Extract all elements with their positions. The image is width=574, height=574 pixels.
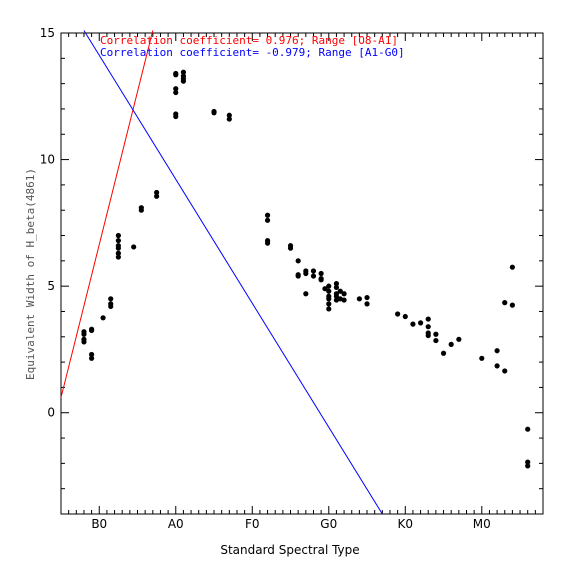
- data-point: [494, 348, 500, 354]
- data-point: [295, 258, 301, 264]
- data-point: [364, 294, 370, 301]
- data-point: [494, 363, 500, 369]
- data-point: [364, 301, 370, 307]
- data-point: [395, 311, 401, 317]
- plot-frame: [60, 32, 544, 515]
- data-point: [303, 270, 309, 277]
- data-point: [264, 217, 271, 223]
- data-point: [341, 291, 347, 297]
- data-point: [108, 303, 114, 310]
- data-point: [264, 240, 271, 246]
- data-point: [81, 331, 87, 337]
- data-point: [81, 339, 87, 345]
- data-point: [318, 270, 324, 277]
- data-point: [326, 301, 332, 307]
- data-point: [310, 273, 317, 279]
- data-point: [211, 110, 217, 116]
- data-point: [115, 245, 121, 251]
- y-tick-label: 0: [47, 406, 55, 420]
- data-point: [525, 463, 531, 469]
- data-point: [525, 459, 531, 465]
- y-tick-label: 5: [47, 279, 55, 293]
- data-point: [138, 207, 144, 213]
- data-point: [154, 193, 160, 199]
- data-point: [173, 86, 179, 92]
- data-point: [333, 284, 340, 291]
- data-point: [440, 350, 447, 356]
- x-tick-label: M0: [473, 517, 491, 531]
- y-tick-label: 15: [40, 26, 55, 40]
- y-axis-label: Equivalent Width of H_beta(4861): [24, 168, 37, 380]
- x-tick-label: B0: [91, 517, 107, 531]
- data-point: [433, 331, 439, 337]
- data-point: [509, 302, 515, 308]
- fit-lines: [60, 30, 383, 515]
- x-tick-label: G0: [320, 517, 337, 531]
- x-tick-label: K0: [398, 517, 414, 531]
- data-point: [356, 296, 362, 302]
- data-point: [180, 78, 187, 84]
- axis-ticks: [61, 32, 544, 515]
- y-tick-label: 10: [40, 153, 55, 167]
- data-point: [425, 324, 431, 330]
- data-point: [410, 321, 416, 327]
- data-point: [525, 426, 531, 432]
- x-tick-label: F0: [245, 517, 260, 531]
- data-point: [264, 212, 271, 218]
- data-point: [303, 291, 309, 297]
- data-point: [89, 355, 95, 361]
- data-point: [89, 351, 95, 358]
- tick-labels: B0 A0 F0 G0 K0 M0 0 5 10 15: [40, 26, 491, 531]
- data-point: [326, 306, 332, 312]
- data-point: [333, 293, 340, 299]
- data-point: [433, 337, 439, 344]
- data-point: [173, 113, 179, 120]
- data-point: [456, 336, 462, 342]
- data-point: [425, 332, 431, 339]
- data-point: [295, 273, 301, 279]
- data-point: [322, 286, 328, 292]
- data-point: [154, 189, 160, 196]
- annotation-blue: Correlation coefficient= -0.979; Range […: [100, 46, 405, 59]
- data-point: [173, 72, 179, 78]
- data-point: [89, 327, 95, 334]
- data-point: [115, 250, 121, 256]
- data-point: [108, 296, 114, 302]
- data-point: [318, 277, 324, 283]
- data-point: [425, 316, 431, 322]
- fit-line-blue: [83, 30, 383, 515]
- data-point: [326, 283, 332, 289]
- data-point: [287, 245, 294, 251]
- data-point: [417, 320, 424, 326]
- data-points: [81, 69, 531, 469]
- x-axis-label: Standard Spectral Type: [220, 543, 359, 557]
- data-point: [448, 341, 454, 347]
- data-point: [310, 268, 317, 274]
- data-point: [326, 296, 332, 302]
- annotation-red: Correlation coefficient= 0.976; Range [O…: [100, 34, 398, 47]
- data-point: [402, 313, 408, 320]
- data-point: [341, 297, 347, 303]
- data-point: [479, 355, 485, 361]
- data-point: [115, 232, 121, 239]
- fit-line-red: [60, 30, 154, 398]
- data-point: [100, 315, 106, 321]
- data-point: [131, 244, 137, 250]
- data-point: [115, 254, 121, 260]
- data-point: [180, 69, 187, 75]
- data-point: [337, 288, 343, 294]
- data-point: [509, 264, 515, 270]
- data-point: [226, 112, 232, 118]
- data-point: [226, 116, 232, 122]
- x-tick-label: A0: [168, 517, 184, 531]
- data-point: [326, 288, 332, 294]
- data-point: [502, 300, 508, 306]
- data-point: [173, 89, 179, 96]
- data-point: [333, 281, 340, 287]
- data-point: [115, 237, 121, 244]
- data-point: [502, 368, 508, 374]
